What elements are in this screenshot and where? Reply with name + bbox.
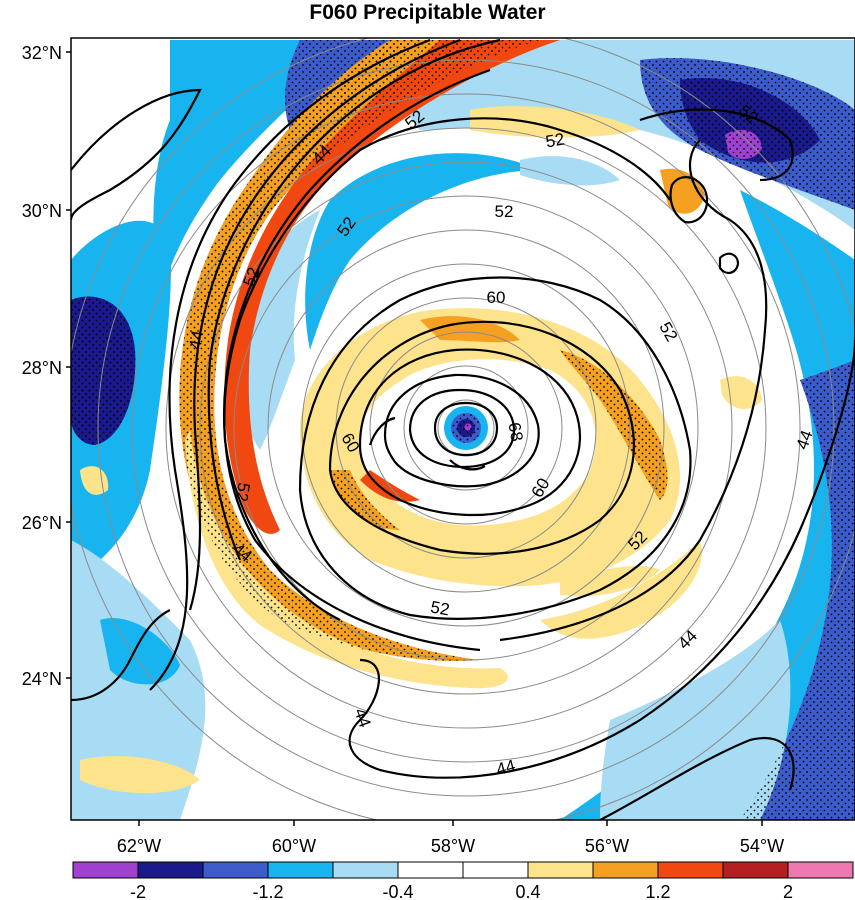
colorbar-swatch bbox=[657, 861, 724, 879]
lon-label: 58°W bbox=[431, 836, 475, 856]
contour-label: 68 bbox=[504, 421, 526, 443]
lat-label: 26°N bbox=[22, 513, 62, 533]
colorbar-swatch bbox=[527, 861, 594, 879]
colorbar-swatch bbox=[722, 861, 789, 879]
colorbar-tick-label: -1.2 bbox=[252, 882, 283, 900]
lon-label: 60°W bbox=[272, 836, 316, 856]
map-plot-area: 52 44 52 52 52 52 52 44 60 68 60 60 52 5… bbox=[71, 38, 855, 820]
lat-label: 28°N bbox=[22, 358, 62, 378]
colorbar-swatch bbox=[72, 861, 139, 879]
colorbar-tick-label: -0.4 bbox=[382, 882, 413, 900]
contour-label: 60 bbox=[487, 288, 506, 307]
map-frame bbox=[70, 37, 855, 821]
precipitable-water-contours bbox=[71, 38, 855, 820]
lon-label: 62°W bbox=[117, 836, 161, 856]
contour-label: 52 bbox=[429, 598, 451, 620]
colorbar-tick-label: -2 bbox=[130, 882, 146, 900]
colorbar-swatch bbox=[202, 861, 269, 879]
contour-label: 44 bbox=[494, 756, 517, 779]
lon-label: 54°W bbox=[740, 836, 784, 856]
colorbar-swatch bbox=[592, 861, 659, 879]
lat-label: 24°N bbox=[22, 669, 62, 689]
lat-label: 32°N bbox=[22, 43, 62, 63]
colorbar-tick-label: 1.2 bbox=[645, 882, 670, 900]
range-rings bbox=[71, 38, 855, 820]
lat-label: 30°N bbox=[22, 201, 62, 221]
colorbar-swatch bbox=[137, 861, 204, 879]
latitude-axis: 32°N 30°N 28°N 26°N 24°N bbox=[22, 43, 71, 689]
colorbar-swatch bbox=[267, 861, 334, 879]
contour-label: 52 bbox=[544, 129, 566, 151]
lon-label: 56°W bbox=[585, 836, 629, 856]
colorbar-tick-label: 2 bbox=[783, 882, 793, 900]
colorbar-swatch bbox=[462, 861, 529, 879]
colorbar: -2 -1.2 -0.4 0.4 1.2 2 bbox=[72, 861, 854, 900]
contour-label: 52 bbox=[231, 481, 253, 503]
colorbar-tick-label: 0.4 bbox=[515, 882, 540, 900]
significance-stippling bbox=[71, 40, 855, 820]
colorbar-swatch bbox=[787, 861, 854, 879]
contour-label: 52 bbox=[495, 202, 514, 221]
contour-label: 44 bbox=[186, 329, 208, 351]
colorbar-swatch bbox=[397, 861, 464, 879]
colorbar-swatch bbox=[332, 861, 399, 879]
longitude-axis: 62°W 60°W 58°W 56°W 54°W bbox=[117, 820, 784, 856]
map-title: F060 Precipitable Water bbox=[309, 1, 546, 24]
